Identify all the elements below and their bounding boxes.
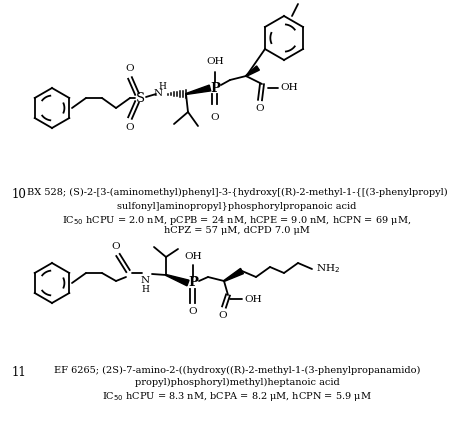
Polygon shape [224, 268, 244, 282]
Text: O: O [219, 311, 228, 320]
Text: propyl)phosphoryl)methyl)heptanoic acid: propyl)phosphoryl)methyl)heptanoic acid [135, 378, 339, 387]
Text: O: O [112, 242, 120, 251]
Text: IC$_{50}$ hCPU = 8.3 nM, bCPA = 8.2 μM, hCPN = 5.9 μM: IC$_{50}$ hCPU = 8.3 nM, bCPA = 8.2 μM, … [102, 390, 372, 403]
Text: hCPZ = 57 μM, dCPD 7.0 μM: hCPZ = 57 μM, dCPD 7.0 μM [164, 226, 310, 235]
Text: S: S [136, 92, 145, 105]
Text: OH: OH [184, 252, 202, 261]
Text: P: P [210, 81, 220, 95]
Text: H: H [141, 285, 149, 294]
Text: sulfonyl]aminopropyl}phosphorylpropanoic acid: sulfonyl]aminopropyl}phosphorylpropanoic… [117, 202, 357, 211]
Text: P: P [188, 276, 198, 290]
Text: OH: OH [206, 57, 224, 66]
Text: N: N [140, 276, 150, 285]
Text: O: O [210, 113, 219, 122]
Polygon shape [246, 66, 259, 76]
Text: IC$_{50}$ hCPU = 2.0 nM, pCPB = 24 nM, hCPE = 9.0 nM, hCPN = 69 μM,: IC$_{50}$ hCPU = 2.0 nM, pCPB = 24 nM, h… [63, 214, 411, 227]
Text: O: O [126, 123, 134, 132]
Polygon shape [186, 85, 211, 95]
Text: O: O [255, 104, 264, 113]
Text: OH: OH [244, 294, 262, 304]
Text: BX 528; (S)-2-[3-(aminomethyl)phenyl]-3-{hydroxy[(R)-2-methyl-1-{[(3-phenylpropy: BX 528; (S)-2-[3-(aminomethyl)phenyl]-3-… [27, 188, 447, 197]
Text: O: O [126, 64, 134, 73]
Text: N: N [154, 89, 163, 99]
Polygon shape [166, 275, 189, 286]
Text: NH$_2$: NH$_2$ [316, 263, 340, 276]
Text: H: H [158, 82, 166, 91]
Text: EF 6265; (2S)-7-amino-2-((hydroxy((R)-2-methyl-1-(3-phenylpropanamido): EF 6265; (2S)-7-amino-2-((hydroxy((R)-2-… [54, 366, 420, 375]
Text: 10: 10 [12, 188, 27, 201]
Text: O: O [189, 307, 197, 316]
Text: 11: 11 [12, 366, 27, 379]
Text: OH: OH [280, 84, 298, 92]
